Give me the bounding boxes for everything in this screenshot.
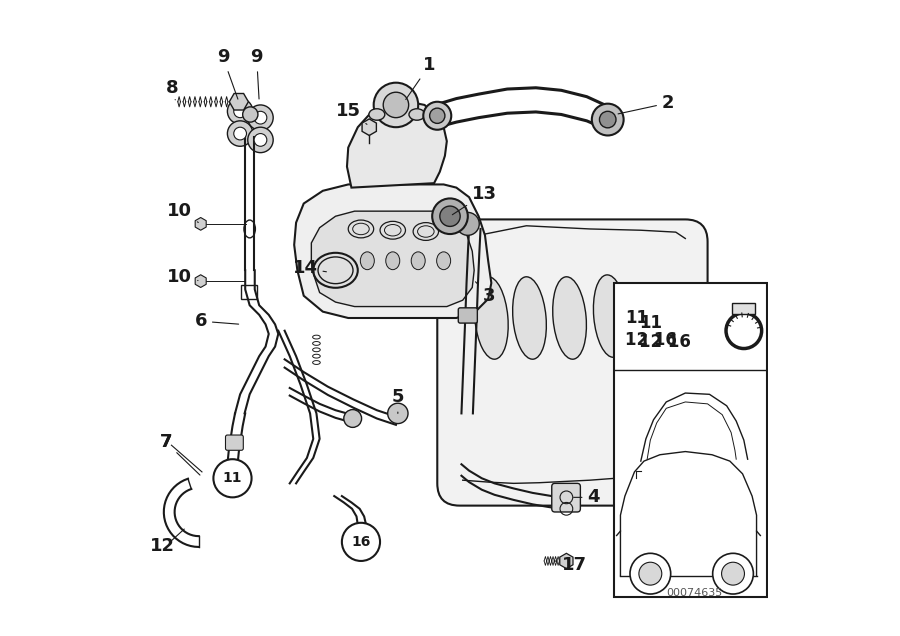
Text: 9: 9 <box>250 48 263 99</box>
Circle shape <box>423 102 451 130</box>
Ellipse shape <box>369 109 385 120</box>
Ellipse shape <box>513 277 546 359</box>
Circle shape <box>254 111 266 124</box>
Circle shape <box>248 127 274 153</box>
Circle shape <box>374 83 419 127</box>
Bar <box>733 303 755 314</box>
Text: 4: 4 <box>573 488 600 506</box>
Bar <box>614 283 767 597</box>
Circle shape <box>228 121 253 146</box>
Ellipse shape <box>409 109 425 120</box>
Circle shape <box>342 523 380 561</box>
FancyBboxPatch shape <box>458 308 477 323</box>
Polygon shape <box>294 184 491 318</box>
Ellipse shape <box>553 277 587 359</box>
Ellipse shape <box>474 277 508 359</box>
Text: 16: 16 <box>351 535 371 549</box>
Circle shape <box>243 107 258 122</box>
Circle shape <box>383 92 409 118</box>
Circle shape <box>248 105 274 130</box>
Text: 12 16: 12 16 <box>625 331 677 349</box>
Circle shape <box>722 562 744 585</box>
FancyBboxPatch shape <box>437 219 707 506</box>
Text: 6: 6 <box>194 312 239 330</box>
Text: 7: 7 <box>159 433 172 451</box>
Ellipse shape <box>626 314 687 386</box>
Ellipse shape <box>411 252 425 270</box>
Circle shape <box>344 410 362 427</box>
Circle shape <box>599 111 616 128</box>
Circle shape <box>456 212 480 235</box>
Text: 17: 17 <box>555 556 587 574</box>
Text: 2: 2 <box>618 94 674 114</box>
Ellipse shape <box>360 252 374 270</box>
Text: 15: 15 <box>336 102 367 125</box>
Ellipse shape <box>593 275 627 357</box>
Circle shape <box>254 134 266 146</box>
Text: 10: 10 <box>167 268 198 286</box>
Text: 3: 3 <box>475 282 496 305</box>
Polygon shape <box>347 102 446 188</box>
Text: 8: 8 <box>166 79 178 100</box>
Circle shape <box>432 198 468 234</box>
Text: 9: 9 <box>217 48 238 99</box>
Text: 1: 1 <box>406 56 436 99</box>
FancyBboxPatch shape <box>552 483 581 512</box>
Circle shape <box>228 99 253 124</box>
Polygon shape <box>311 211 474 307</box>
Ellipse shape <box>436 252 451 270</box>
Text: 5: 5 <box>392 389 404 413</box>
Circle shape <box>713 553 753 594</box>
Text: 14: 14 <box>292 259 327 277</box>
Text: 00074635: 00074635 <box>666 588 723 598</box>
Text: 10: 10 <box>167 202 198 223</box>
Text: 11: 11 <box>639 314 662 332</box>
Circle shape <box>234 127 247 140</box>
Text: 12 16: 12 16 <box>639 333 691 351</box>
Circle shape <box>213 459 252 497</box>
FancyBboxPatch shape <box>226 435 243 450</box>
Text: 7: 7 <box>159 433 200 475</box>
Circle shape <box>639 562 662 585</box>
Text: 11: 11 <box>625 309 648 327</box>
Text: 11: 11 <box>222 471 242 485</box>
Circle shape <box>388 403 408 424</box>
Ellipse shape <box>637 326 676 374</box>
Circle shape <box>429 108 445 123</box>
Circle shape <box>630 553 670 594</box>
Circle shape <box>592 104 624 135</box>
Text: 12: 12 <box>150 537 175 555</box>
Text: 13: 13 <box>453 185 497 215</box>
Circle shape <box>234 105 247 118</box>
Ellipse shape <box>386 252 400 270</box>
Circle shape <box>440 206 460 226</box>
